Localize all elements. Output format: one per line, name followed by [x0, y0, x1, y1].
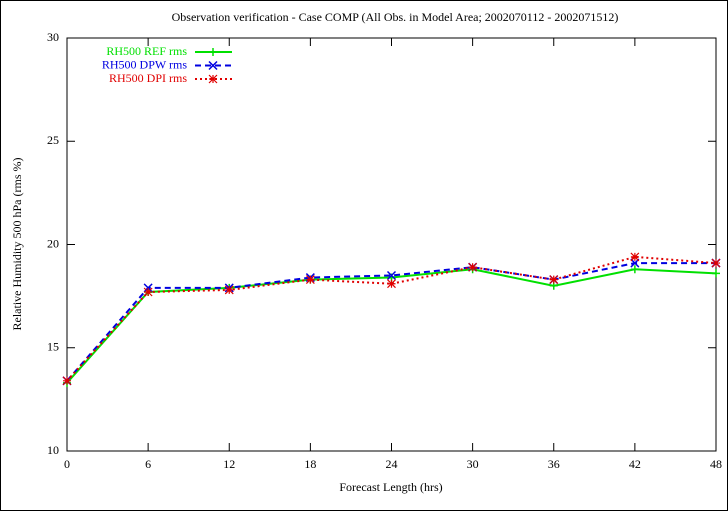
series-line [66, 262, 716, 382]
y-tick-label: 10 [47, 443, 59, 457]
point-marker [305, 275, 315, 285]
legend-label: RH500 DPI rms [109, 71, 187, 85]
y-axis-label: Relative Humidity 500 hPa (rms %) [10, 158, 24, 331]
y-tick-label: 30 [47, 30, 59, 44]
x-tick-label: 24 [386, 457, 398, 471]
point-marker [712, 269, 720, 278]
y-tick-label: 25 [47, 133, 59, 147]
x-tick-label: 18 [304, 457, 316, 471]
y-tick-label: 20 [47, 236, 59, 250]
legend-marker [209, 48, 217, 56]
chart-title: Observation verification - Case COMP (Al… [172, 10, 619, 24]
legend-marker [208, 74, 218, 84]
point-marker [630, 252, 640, 262]
point-marker [143, 287, 153, 297]
point-marker [224, 285, 234, 295]
point-marker [549, 275, 559, 285]
legend-label: RH500 DPW rms [102, 57, 187, 71]
y-tick-label: 15 [47, 340, 59, 354]
point-marker [711, 258, 721, 268]
legend-marker [208, 60, 218, 71]
point-marker [468, 262, 478, 272]
x-tick-label: 30 [467, 457, 479, 471]
series-line [66, 255, 717, 382]
point-marker [386, 270, 397, 281]
x-tick-label: 48 [710, 457, 722, 471]
legend-label: RH500 REF rms [106, 44, 187, 58]
x-tick-label: 0 [64, 457, 70, 471]
x-tick-label: 36 [548, 457, 560, 471]
x-tick-label: 42 [629, 457, 641, 471]
point-marker [143, 283, 153, 293]
point-marker [630, 265, 639, 274]
point-marker [387, 279, 396, 289]
x-tick-label: 12 [223, 457, 235, 471]
x-axis-label: Forecast Length (hrs) [339, 480, 442, 494]
point-marker [62, 376, 72, 386]
x-tick-label: 6 [145, 457, 151, 471]
point-marker [630, 258, 640, 268]
